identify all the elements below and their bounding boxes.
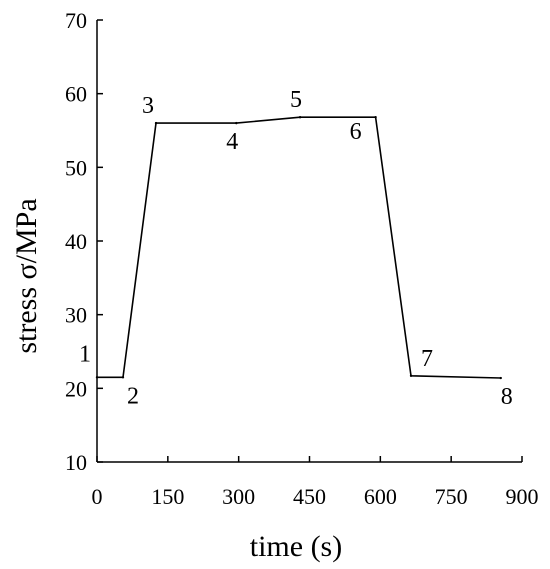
y-tick-label: 50: [65, 155, 87, 180]
point-label: 6: [350, 119, 362, 145]
point-label: 7: [421, 346, 433, 372]
data-point: [374, 116, 377, 119]
x-tick-label: 150: [151, 484, 184, 509]
x-tick-label: 300: [222, 484, 255, 509]
data-point: [121, 376, 125, 379]
data-point: [499, 376, 502, 380]
x-axis-title: time (s): [250, 530, 342, 563]
y-tick-label: 60: [65, 82, 87, 107]
y-tick-label: 30: [65, 303, 87, 328]
point-label: 1: [79, 341, 91, 367]
y-tick-label: 40: [65, 229, 87, 254]
data-point: [409, 374, 413, 378]
point-label: 2: [127, 383, 139, 409]
point-label: 5: [290, 87, 302, 113]
data-point: [154, 121, 158, 125]
y-tick-label: 20: [65, 376, 87, 401]
point-label: 8: [501, 384, 513, 410]
x-tick-label: 750: [435, 484, 468, 509]
x-tick-label: 450: [293, 484, 326, 509]
point-label: 3: [142, 93, 154, 119]
x-tick-label: 900: [506, 484, 539, 509]
stress-line: [97, 116, 501, 379]
point-label: 4: [226, 129, 238, 155]
x-tick-label: 600: [364, 484, 397, 509]
data-point: [298, 116, 302, 119]
x-tick-label: 0: [92, 484, 103, 509]
y-tick-label: 10: [65, 450, 87, 475]
plot-area: 10 20 30 40 50 60 70 0 150 300 450 600 750 900 1 2 3 4 5 6 7…: [65, 8, 539, 509]
data-point: [235, 121, 238, 125]
y-tick-label: 70: [65, 8, 87, 33]
data-point: [95, 376, 99, 379]
y-axis-title: stress σ/MPa: [10, 198, 43, 353]
